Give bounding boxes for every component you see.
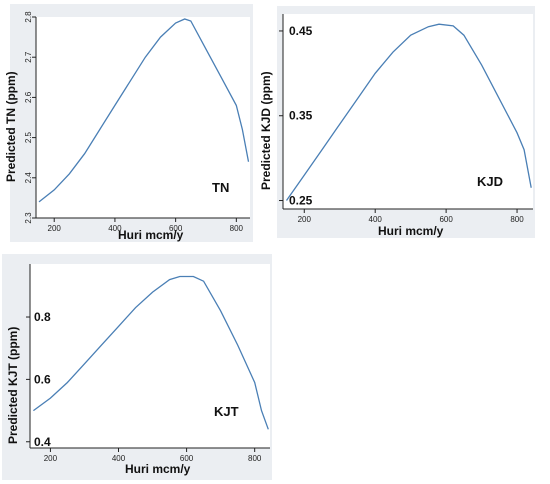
annotation-tn: TN: [212, 180, 230, 195]
annotation-kjt: KJT: [214, 404, 239, 419]
chart-panel-tn: 200 400 600 800 2.3 2.4 2.5 2.6 2.7 2.8 Predicted…: [4, 4, 253, 242]
x-tick-label-kjt: 200: [44, 454, 58, 463]
x-tick-label-tn: 600: [169, 224, 183, 233]
annotation-kjd: KJD: [477, 174, 504, 189]
chart-svg-kjd: 200 400 600 800 0.25 0.35 0.45: [279, 14, 533, 224]
plot-area-kjt: [30, 264, 270, 448]
x-tick-label-kjt: 400: [112, 454, 126, 463]
x-tick-label-tn: 800: [230, 224, 244, 233]
x-tick-label-kjd: 200: [298, 215, 312, 224]
y-tick-label-tn: 2.6: [24, 91, 33, 103]
chart-panel-kjd: 200 400 600 800 0.25 0.35 0.45 Predicted KJD (…: [259, 6, 535, 238]
y-tick-label-tn: 2.3: [24, 212, 33, 224]
y-tick-label-tn: 2.5: [24, 131, 33, 143]
series-line-tn: [38, 18, 250, 203]
y-axis-label-kjd: Predicted KJD (ppm): [259, 71, 273, 190]
y-tick-label-kjt: 0.4: [34, 435, 51, 449]
y-tick-label-kjt: 0.8: [34, 310, 51, 324]
chart-svg-tn: 200 400 600 800 2.3 2.4 2.5 2.6 2.7 2.8: [24, 11, 250, 233]
y-axis-label-kjt: Predicted KJT (ppm): [6, 326, 20, 444]
y-tick-label-tn: 2.8: [24, 11, 33, 23]
y-tick-label-tn: 2.4: [24, 172, 33, 184]
plot-area-tn: [36, 17, 250, 218]
y-tick-label-kjd: 0.25: [289, 194, 313, 208]
chart-panel-kjt: 200 400 600 800 0.4 0.6 0.8 Predicted KJT (ppm…: [2, 254, 272, 480]
x-tick-label-tn: 200: [48, 224, 62, 233]
series-line-kjt: [33, 275, 269, 430]
plot-area-kjd: [283, 14, 533, 209]
x-axis-label-tn: Huri mcm/y: [118, 228, 184, 242]
x-tick-label-kjd: 400: [369, 215, 383, 224]
x-tick-label-kjt: 600: [180, 454, 194, 463]
series-line-kjd: [285, 23, 532, 201]
y-tick-label-kjd: 0.45: [289, 24, 313, 38]
y-tick-label-tn: 2.7: [24, 51, 33, 63]
x-tick-label-kjt: 800: [248, 454, 262, 463]
y-tick-label-kjd: 0.35: [289, 109, 313, 123]
x-axis-label-kjt: Huri mcm/y: [125, 462, 191, 476]
x-tick-label-kjd: 600: [439, 215, 453, 224]
chart-svg-kjt: 200 400 600 800 0.4 0.6 0.8: [26, 264, 270, 463]
x-tick-label-tn: 400: [108, 224, 122, 233]
x-tick-label-kjd: 800: [510, 215, 524, 224]
y-tick-label-kjt: 0.6: [34, 372, 51, 386]
y-axis-label-tn: Predicted TN (ppm): [4, 71, 18, 182]
x-axis-label-kjd: Huri mcm/y: [378, 224, 444, 238]
